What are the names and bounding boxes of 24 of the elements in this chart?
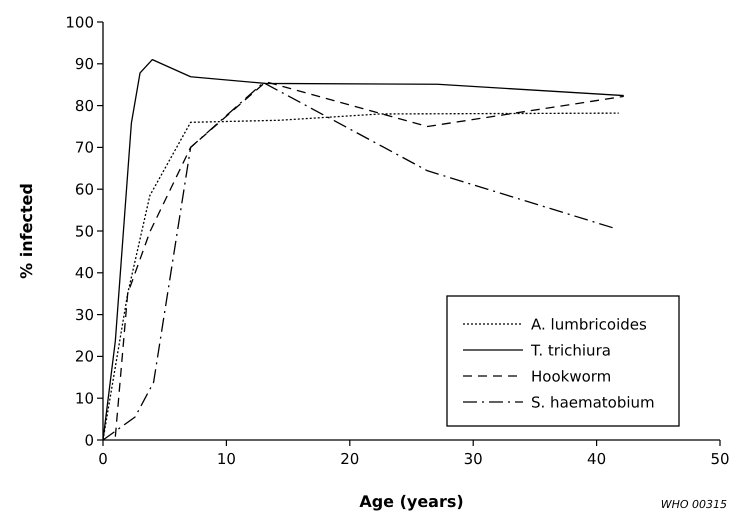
x-tick-label: 40 bbox=[587, 450, 606, 468]
y-tick-label: 60 bbox=[74, 180, 94, 198]
y-tick-label: 0 bbox=[84, 431, 94, 450]
y-tick-label: 80 bbox=[74, 96, 94, 115]
y-tick-label: 40 bbox=[74, 264, 94, 282]
y-tick-label: 30 bbox=[74, 306, 94, 324]
y-tick-label: 10 bbox=[74, 389, 94, 408]
y-axis-title: % infected bbox=[17, 183, 36, 279]
x-tick-label: 0 bbox=[98, 450, 108, 468]
legend-label: S. haematobium bbox=[531, 393, 655, 412]
x-tick-label: 20 bbox=[340, 450, 360, 468]
legend-label: A. lumbricoides bbox=[531, 315, 648, 334]
legend-label: T. trichiura bbox=[530, 341, 611, 360]
y-tick-label: 20 bbox=[74, 348, 94, 366]
y-tick-label: 100 bbox=[65, 13, 94, 32]
y-tick-label: 90 bbox=[74, 55, 94, 74]
x-tick-label: 30 bbox=[464, 450, 483, 468]
text: WHO 00315 bbox=[660, 498, 727, 511]
y-tick-label: 70 bbox=[74, 138, 94, 157]
legend-label: Hookworm bbox=[531, 367, 612, 386]
x-tick-label: 10 bbox=[216, 450, 236, 468]
x-axis-title: Age (years) bbox=[359, 492, 464, 511]
y-tick-label: 50 bbox=[74, 222, 94, 240]
x-tick-label: 50 bbox=[710, 450, 730, 468]
